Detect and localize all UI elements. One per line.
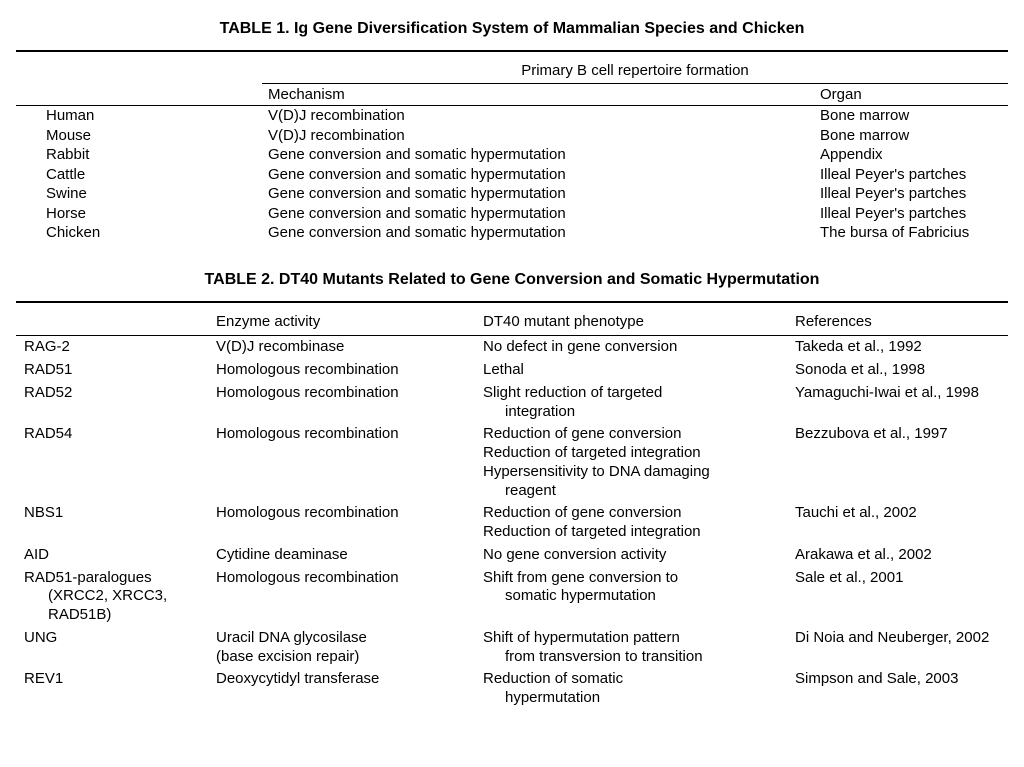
organ-cell: Bone marrow	[814, 126, 1008, 146]
species-cell: Chicken	[16, 223, 262, 243]
refs-cell: Sonoda et al., 1998	[789, 359, 1008, 382]
table-row: UNGUracil DNA glycosilase(base excision …	[16, 627, 1008, 669]
table2-title: TABLE 2. DT40 Mutants Related to Gene Co…	[16, 271, 1008, 289]
phenotype-cell: No defect in gene conversion	[477, 336, 789, 359]
enzyme-cell: V(D)J recombinase	[210, 336, 477, 359]
mechanism-cell: Gene conversion and somatic hypermutatio…	[262, 204, 814, 224]
enzyme-cell: Cytidine deaminase	[210, 544, 477, 567]
table-row: RAD52Homologous recombinationSlight redu…	[16, 382, 1008, 424]
table1-col-mechanism: Mechanism	[262, 84, 814, 106]
table-row: SwineGene conversion and somatic hypermu…	[16, 184, 1008, 204]
species-cell: Human	[16, 106, 262, 126]
organ-cell: Illeal Peyer's partches	[814, 165, 1008, 185]
gene-cell: RAD51	[16, 359, 210, 382]
table-row: RAD51Homologous recombinationLethalSonod…	[16, 359, 1008, 382]
table2: Enzyme activity DT40 mutant phenotype Re…	[16, 301, 1008, 710]
organ-cell: Illeal Peyer's partches	[814, 204, 1008, 224]
refs-cell: Bezzubova et al., 1997	[789, 423, 1008, 502]
table-row: RAD51-paralogues(XRCC2, XRCC3,RAD51B)Hom…	[16, 567, 1008, 627]
phenotype-cell: Reduction of gene conversionReduction of…	[477, 502, 789, 544]
mechanism-cell: V(D)J recombination	[262, 106, 814, 126]
gene-cell: RAG-2	[16, 336, 210, 359]
table2-col-phenotype: DT40 mutant phenotype	[477, 302, 789, 336]
mechanism-cell: V(D)J recombination	[262, 126, 814, 146]
phenotype-cell: Shift from gene conversion tosomatic hyp…	[477, 567, 789, 627]
table1-group-header: Primary B cell repertoire formation	[262, 51, 1008, 84]
enzyme-cell: Homologous recombination	[210, 382, 477, 424]
table-row: RabbitGene conversion and somatic hyperm…	[16, 145, 1008, 165]
page: { "table1": { "title": "TABLE 1. Ig Gene…	[0, 0, 1024, 767]
phenotype-cell: Reduction of somatichypermutation	[477, 668, 789, 710]
table-row: ChickenGene conversion and somatic hyper…	[16, 223, 1008, 243]
organ-cell: Appendix	[814, 145, 1008, 165]
refs-cell: Tauchi et al., 2002	[789, 502, 1008, 544]
mechanism-cell: Gene conversion and somatic hypermutatio…	[262, 165, 814, 185]
table-row: AIDCytidine deaminaseNo gene conversion …	[16, 544, 1008, 567]
enzyme-cell: Deoxycytidyl transferase	[210, 668, 477, 710]
gene-cell: NBS1	[16, 502, 210, 544]
gene-cell: REV1	[16, 668, 210, 710]
gene-cell: RAD51-paralogues(XRCC2, XRCC3,RAD51B)	[16, 567, 210, 627]
refs-cell: Yamaguchi-Iwai et al., 1998	[789, 382, 1008, 424]
table-row: NBS1Homologous recombinationReduction of…	[16, 502, 1008, 544]
gene-cell: AID	[16, 544, 210, 567]
enzyme-cell: Homologous recombination	[210, 502, 477, 544]
species-cell: Mouse	[16, 126, 262, 146]
phenotype-cell: Slight reduction of targetedintegration	[477, 382, 789, 424]
refs-cell: Sale et al., 2001	[789, 567, 1008, 627]
enzyme-cell: Uracil DNA glycosilase(base excision rep…	[210, 627, 477, 669]
mechanism-cell: Gene conversion and somatic hypermutatio…	[262, 184, 814, 204]
refs-cell: Simpson and Sale, 2003	[789, 668, 1008, 710]
phenotype-cell: Shift of hypermutation patternfrom trans…	[477, 627, 789, 669]
phenotype-cell: No gene conversion activity	[477, 544, 789, 567]
enzyme-cell: Homologous recombination	[210, 567, 477, 627]
organ-cell: The bursa of Fabricius	[814, 223, 1008, 243]
species-cell: Rabbit	[16, 145, 262, 165]
phenotype-cell: Lethal	[477, 359, 789, 382]
table-row: HorseGene conversion and somatic hypermu…	[16, 204, 1008, 224]
table1-title: TABLE 1. Ig Gene Diversification System …	[16, 20, 1008, 38]
refs-cell: Di Noia and Neuberger, 2002	[789, 627, 1008, 669]
table-row: HumanV(D)J recombinationBone marrow	[16, 106, 1008, 126]
mechanism-cell: Gene conversion and somatic hypermutatio…	[262, 145, 814, 165]
table-row: CattleGene conversion and somatic hyperm…	[16, 165, 1008, 185]
gene-cell: UNG	[16, 627, 210, 669]
refs-cell: Takeda et al., 1992	[789, 336, 1008, 359]
refs-cell: Arakawa et al., 2002	[789, 544, 1008, 567]
table1-col-organ: Organ	[814, 84, 1008, 106]
table2-col-enzyme: Enzyme activity	[210, 302, 477, 336]
table-row: REV1Deoxycytidyl transferaseReduction of…	[16, 668, 1008, 710]
gene-cell: RAD54	[16, 423, 210, 502]
organ-cell: Illeal Peyer's partches	[814, 184, 1008, 204]
species-cell: Swine	[16, 184, 262, 204]
table-row: MouseV(D)J recombinationBone marrow	[16, 126, 1008, 146]
table1: Primary B cell repertoire formation Mech…	[16, 50, 1008, 243]
species-cell: Cattle	[16, 165, 262, 185]
phenotype-cell: Reduction of gene conversionReduction of…	[477, 423, 789, 502]
organ-cell: Bone marrow	[814, 106, 1008, 126]
table2-col-refs: References	[789, 302, 1008, 336]
gene-cell: RAD52	[16, 382, 210, 424]
mechanism-cell: Gene conversion and somatic hypermutatio…	[262, 223, 814, 243]
species-cell: Horse	[16, 204, 262, 224]
table-row: RAG-2V(D)J recombinaseNo defect in gene …	[16, 336, 1008, 359]
enzyme-cell: Homologous recombination	[210, 359, 477, 382]
table-row: RAD54Homologous recombinationReduction o…	[16, 423, 1008, 502]
enzyme-cell: Homologous recombination	[210, 423, 477, 502]
